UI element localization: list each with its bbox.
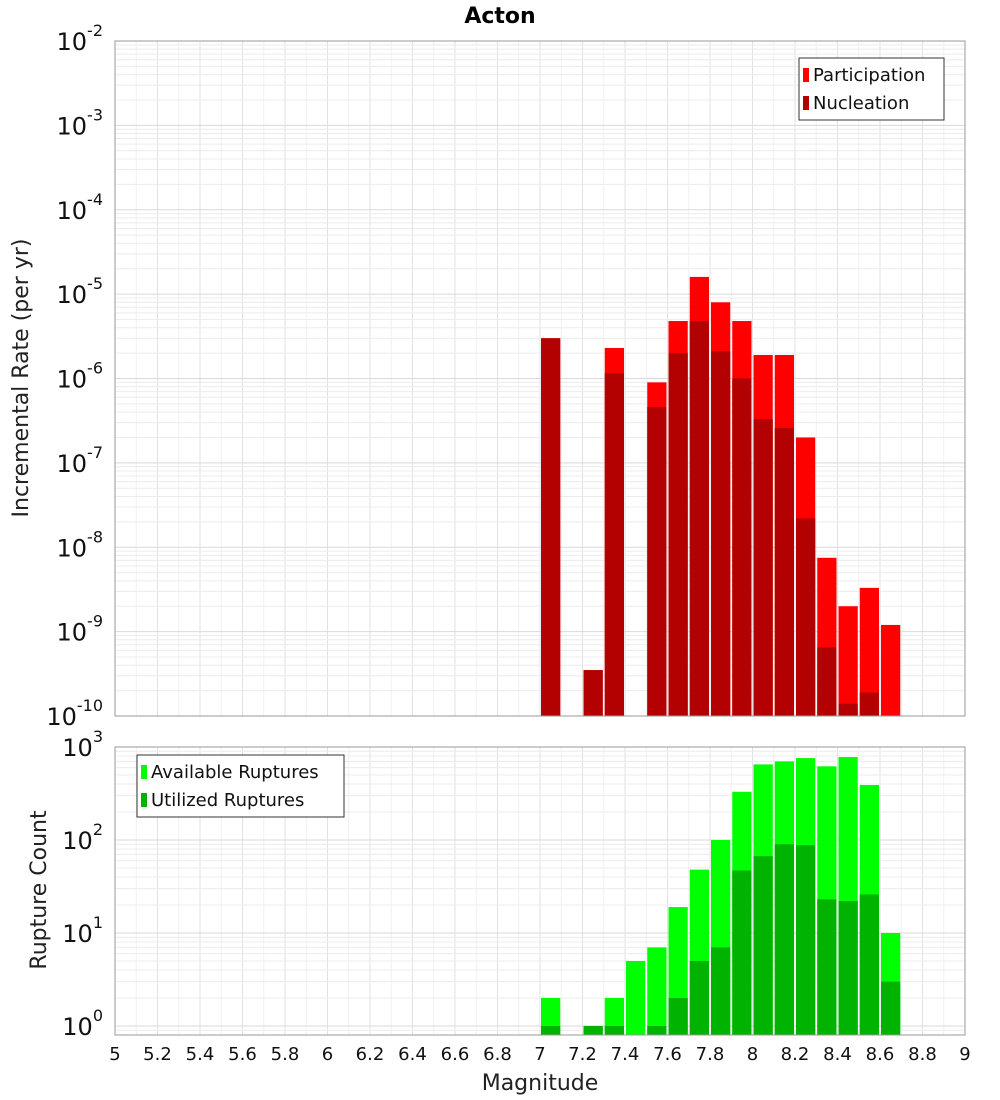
x-tick-label: 5.2: [143, 1044, 172, 1065]
x-tick-label: 6.8: [483, 1044, 512, 1065]
x-tick-label: 9: [959, 1044, 970, 1065]
top-bar: [817, 647, 837, 716]
top-bar: [838, 703, 858, 716]
top-bar: [859, 587, 879, 716]
x-tick-label: 6.2: [356, 1044, 385, 1065]
bottom-bar: [817, 899, 837, 1035]
bottom-bar: [604, 1025, 624, 1035]
y-tick-label: 102: [62, 820, 103, 855]
bottom-bar: [711, 947, 731, 1035]
x-tick-label: 5: [109, 1044, 120, 1065]
x-tick-label: 5.4: [186, 1044, 215, 1065]
top-y-ticks: 10-10 10-9 10-8 10-7 10-6 10-5 10-4 10-3 10-2: [46, 21, 103, 731]
bottom-bar: [604, 997, 624, 1035]
x-tick-label: 5.8: [271, 1044, 300, 1065]
top-bar: [689, 321, 709, 716]
x-ticks: 5 5.2 5.4 5.6 5.8 6 6.2 6.4 6.6 6.8 7 7.2 7.4 7.6 7.8 8…: [109, 1044, 970, 1065]
bottom-bar: [626, 960, 646, 1035]
x-tick-label: 8.8: [908, 1044, 937, 1065]
bottom-bar: [859, 894, 879, 1035]
top-bar: [838, 606, 858, 716]
legend-box: [798, 57, 945, 121]
bottom-bar: [668, 997, 688, 1035]
y-tick-label: 101: [62, 913, 103, 948]
bottom-bar: [541, 997, 561, 1035]
y-tick-label: 10-5: [57, 274, 104, 309]
x-tick-label: 7.2: [568, 1044, 597, 1065]
top-bar: [711, 351, 731, 716]
bottom-bar: [753, 856, 773, 1035]
y-tick-label: 10-9: [57, 612, 104, 647]
bottom-legend: Available Ruptures Utilized Ruptures: [136, 754, 345, 818]
rupture-count-panel: 100 101 102 103 5 5.2 5.4 5.6 5.8 6 6.2 6.4 6.6 6.8 7 7…: [62, 727, 970, 1065]
top-plot-border: [114, 40, 966, 717]
top-bar: [774, 427, 794, 716]
legend-box: [136, 754, 345, 818]
top-bar: [753, 419, 773, 716]
bottom-plot-border: [114, 746, 966, 1036]
legend-swatch: [803, 96, 809, 110]
top-y-axis-label: Incremental Rate (per yr): [9, 239, 34, 518]
top-bar: [732, 378, 752, 716]
top-bar: [604, 373, 624, 716]
x-tick-label: 7.8: [696, 1044, 725, 1065]
bottom-bar: [732, 870, 752, 1035]
x-tick-label: 8.2: [781, 1044, 810, 1065]
y-tick-label: 10-7: [57, 443, 104, 478]
top-bar: [647, 406, 667, 716]
y-tick-label: 10-10: [46, 696, 103, 731]
top-bar: [668, 353, 688, 716]
legend-label: Utilized Ruptures: [151, 790, 304, 811]
y-tick-label: 100: [62, 1006, 103, 1041]
x-tick-label: 7: [534, 1044, 545, 1065]
top-legend: Participation Nucleation: [798, 57, 945, 121]
legend-swatch: [141, 765, 147, 779]
top-bar: [796, 518, 816, 716]
bottom-bar: [583, 1025, 603, 1035]
y-tick-label: 10-6: [57, 359, 104, 394]
x-axis-label: Magnitude: [482, 1071, 599, 1096]
x-tick-label: 6: [322, 1044, 333, 1065]
x-tick-label: 6.6: [441, 1044, 470, 1065]
top-series-1: [541, 321, 879, 716]
y-tick-label: 10-8: [57, 527, 104, 562]
x-tick-label: 5.6: [228, 1044, 257, 1065]
bottom-bar: [541, 1025, 561, 1035]
x-tick-label: 6.4: [398, 1044, 427, 1065]
rate-panel: 10-10 10-9 10-8 10-7 10-6 10-5 10-4 10-3 10-2 Par…: [46, 21, 966, 731]
bottom-y-axis-label: Rupture Count: [27, 810, 52, 970]
bottom-y-ticks: 100 101 102 103: [62, 727, 103, 1041]
bottom-bar: [647, 1025, 667, 1035]
y-tick-label: 10-4: [57, 190, 104, 225]
legend-label: Available Ruptures: [151, 762, 319, 783]
bottom-bar: [881, 981, 901, 1035]
top-bar: [541, 338, 561, 716]
x-tick-label: 8.4: [823, 1044, 852, 1065]
legend-label: Participation: [813, 65, 925, 86]
legend-label: Nucleation: [813, 93, 909, 114]
legend-swatch: [141, 793, 147, 807]
bottom-bar: [838, 901, 858, 1035]
chart-title: Acton: [464, 4, 535, 29]
x-tick-label: 7.4: [611, 1044, 640, 1065]
bottom-bar: [774, 844, 794, 1035]
x-tick-label: 7.6: [653, 1044, 682, 1065]
bottom-bar: [689, 960, 709, 1035]
y-tick-label: 10-3: [57, 105, 104, 140]
x-tick-label: 8.6: [866, 1044, 895, 1065]
bottom-bar: [796, 845, 816, 1035]
x-tick-label: 8: [747, 1044, 758, 1065]
bottom-series-1: [541, 844, 901, 1035]
y-tick-label: 10-2: [57, 21, 104, 56]
top-bar: [583, 670, 603, 716]
legend-swatch: [803, 68, 809, 82]
y-tick-label: 103: [62, 727, 103, 762]
top-bar: [859, 692, 879, 716]
top-grid: [114, 41, 966, 717]
bottom-bar: [647, 947, 667, 1035]
top-bar: [881, 624, 901, 716]
